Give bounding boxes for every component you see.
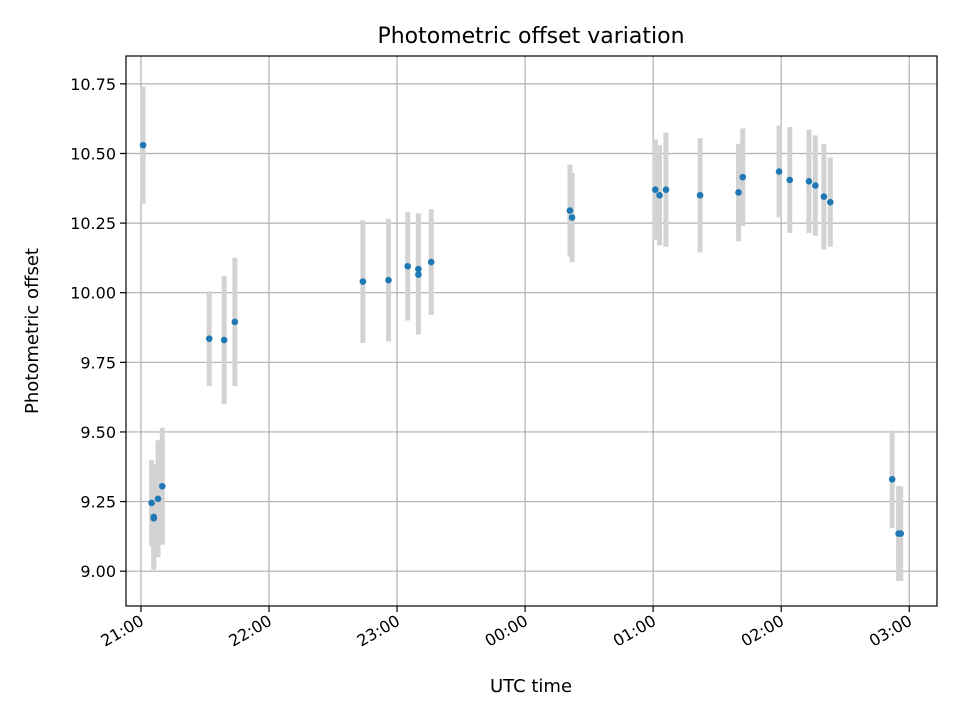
data-point xyxy=(427,258,435,266)
data-point xyxy=(359,278,367,285)
x-axis-label: UTC time xyxy=(490,676,572,697)
data-point xyxy=(158,482,166,490)
data-point xyxy=(775,168,783,175)
data-point xyxy=(820,193,828,200)
data-point xyxy=(696,191,704,199)
data-point xyxy=(897,530,905,537)
data-points xyxy=(139,141,905,537)
data-point xyxy=(148,499,155,507)
data-point xyxy=(651,186,659,193)
data-point xyxy=(566,207,574,214)
data-point xyxy=(231,318,239,326)
y-tick-label: 10.75 xyxy=(70,75,116,94)
data-point xyxy=(415,271,422,278)
data-point xyxy=(805,178,813,185)
y-tick-label: 10.25 xyxy=(70,214,116,233)
data-point xyxy=(205,335,213,342)
data-point xyxy=(568,214,576,221)
data-point xyxy=(220,336,228,344)
data-point xyxy=(415,265,422,273)
data-point xyxy=(739,173,747,181)
data-point xyxy=(662,186,670,193)
data-point xyxy=(404,262,412,270)
data-point xyxy=(385,276,392,284)
data-point xyxy=(826,198,834,206)
chart-title: Photometric offset variation xyxy=(377,24,684,49)
y-tick-label: 9.75 xyxy=(80,353,116,372)
grid-lines xyxy=(126,56,937,606)
data-point xyxy=(150,514,158,522)
data-point xyxy=(139,141,147,149)
data-point xyxy=(735,189,742,196)
y-axis-label: Photometric offset xyxy=(22,248,43,414)
plot-frame xyxy=(125,55,938,607)
data-point xyxy=(786,176,794,184)
data-point xyxy=(812,182,819,189)
y-tick-label: 9.50 xyxy=(80,423,116,442)
y-tick-label: 10.00 xyxy=(70,284,116,303)
y-tick-label: 9.25 xyxy=(80,493,116,512)
y-axis-ticks: 9.00 9.25 9.50 9.75 10.00 10.25 10.50 10.75 xyxy=(70,75,126,581)
y-tick-label: 10.50 xyxy=(70,144,116,163)
data-point xyxy=(656,191,663,199)
y-tick-label: 9.00 xyxy=(80,562,116,581)
data-point xyxy=(154,495,162,503)
data-point xyxy=(888,475,896,483)
